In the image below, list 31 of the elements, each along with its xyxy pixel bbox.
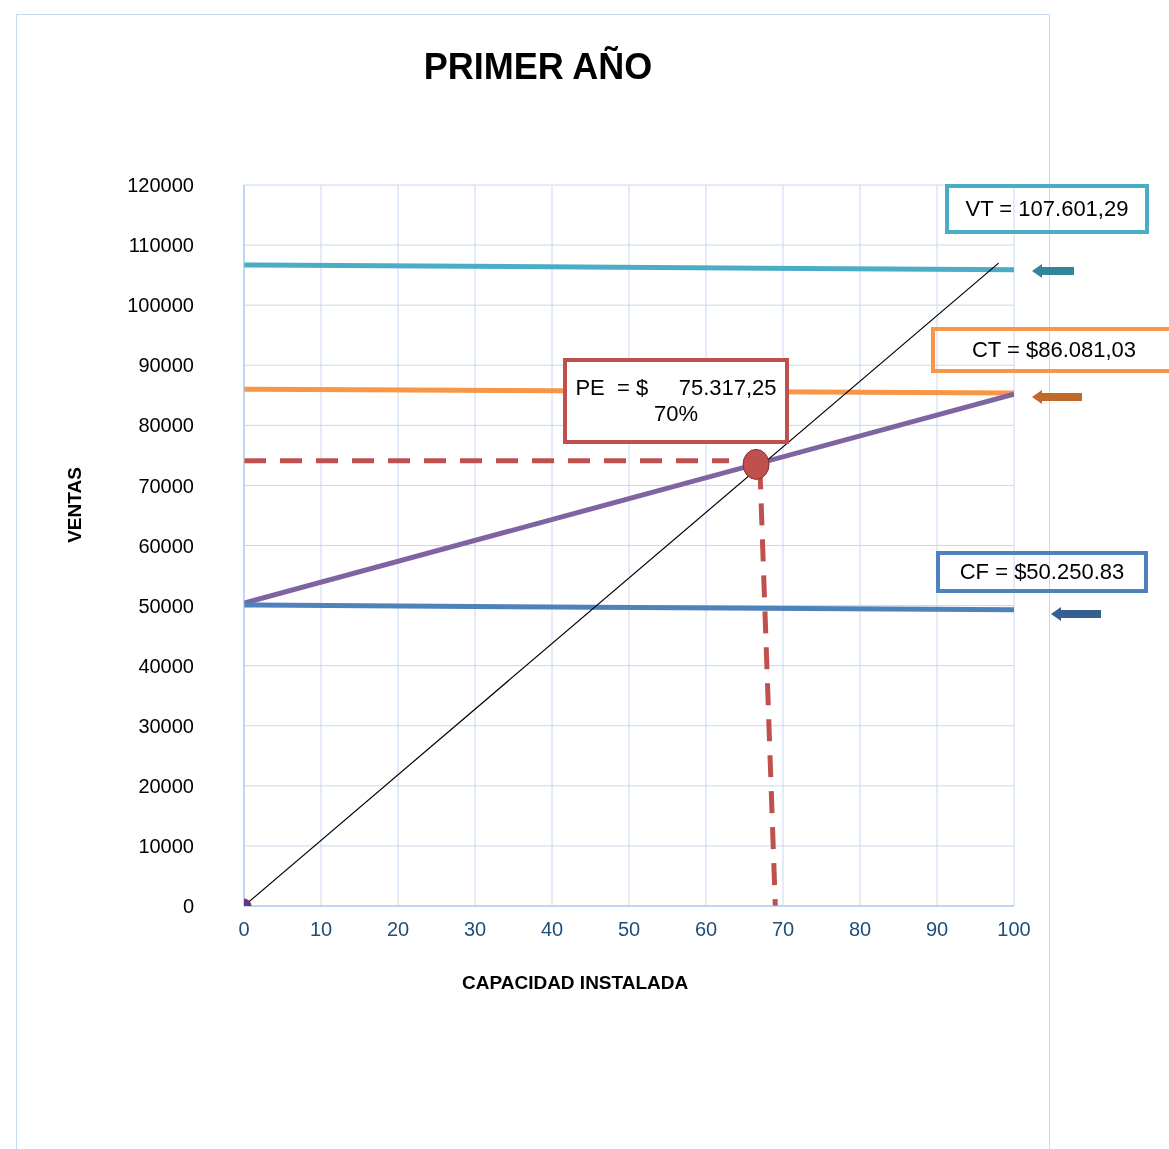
y-tick-label: 10000: [138, 835, 194, 858]
annotation: CT = $86.081,03: [971, 337, 1137, 363]
x-axis-title: CAPACIDAD INSTALADA: [462, 972, 689, 994]
x-tick-label: 90: [925, 918, 949, 941]
y-tick-label: 100000: [127, 294, 194, 317]
x-tick-label: 70: [771, 918, 795, 941]
y-tick-label: 60000: [138, 534, 194, 557]
y-tick-label: 30000: [138, 714, 194, 737]
y-tick-label: 110000: [128, 234, 194, 257]
x-tick-label: 0: [238, 918, 250, 941]
y-tick-label: 90000: [138, 354, 194, 377]
y-tick-label: 50000: [138, 594, 194, 617]
x-tick-label: 30: [463, 918, 487, 941]
y-axis-title: VENTAS: [64, 467, 86, 543]
y-tick-label: 120000: [127, 174, 194, 197]
x-tick-label: 10: [309, 918, 333, 941]
y-tick-label: 0: [182, 895, 194, 918]
x-tick-label: 60: [694, 918, 718, 941]
annotation: PE = $ 75.317,25 70%: [575, 375, 777, 427]
x-tick-label: 20: [386, 918, 410, 941]
x-tick-label: 80: [848, 918, 872, 941]
y-tick-label: 40000: [138, 654, 194, 677]
x-tick-label: 100: [997, 918, 1031, 941]
chart-title: PRIMER AÑO: [422, 46, 654, 88]
y-tick-label: 70000: [138, 474, 194, 497]
x-tick-label: 40: [540, 918, 564, 941]
y-tick-label: 80000: [138, 414, 194, 437]
annotation: VT = 107.601,29: [965, 196, 1129, 222]
y-tick-label: 20000: [138, 774, 194, 797]
annotation: CF = $50.250.83: [959, 559, 1125, 585]
x-tick-label: 50: [617, 918, 641, 941]
